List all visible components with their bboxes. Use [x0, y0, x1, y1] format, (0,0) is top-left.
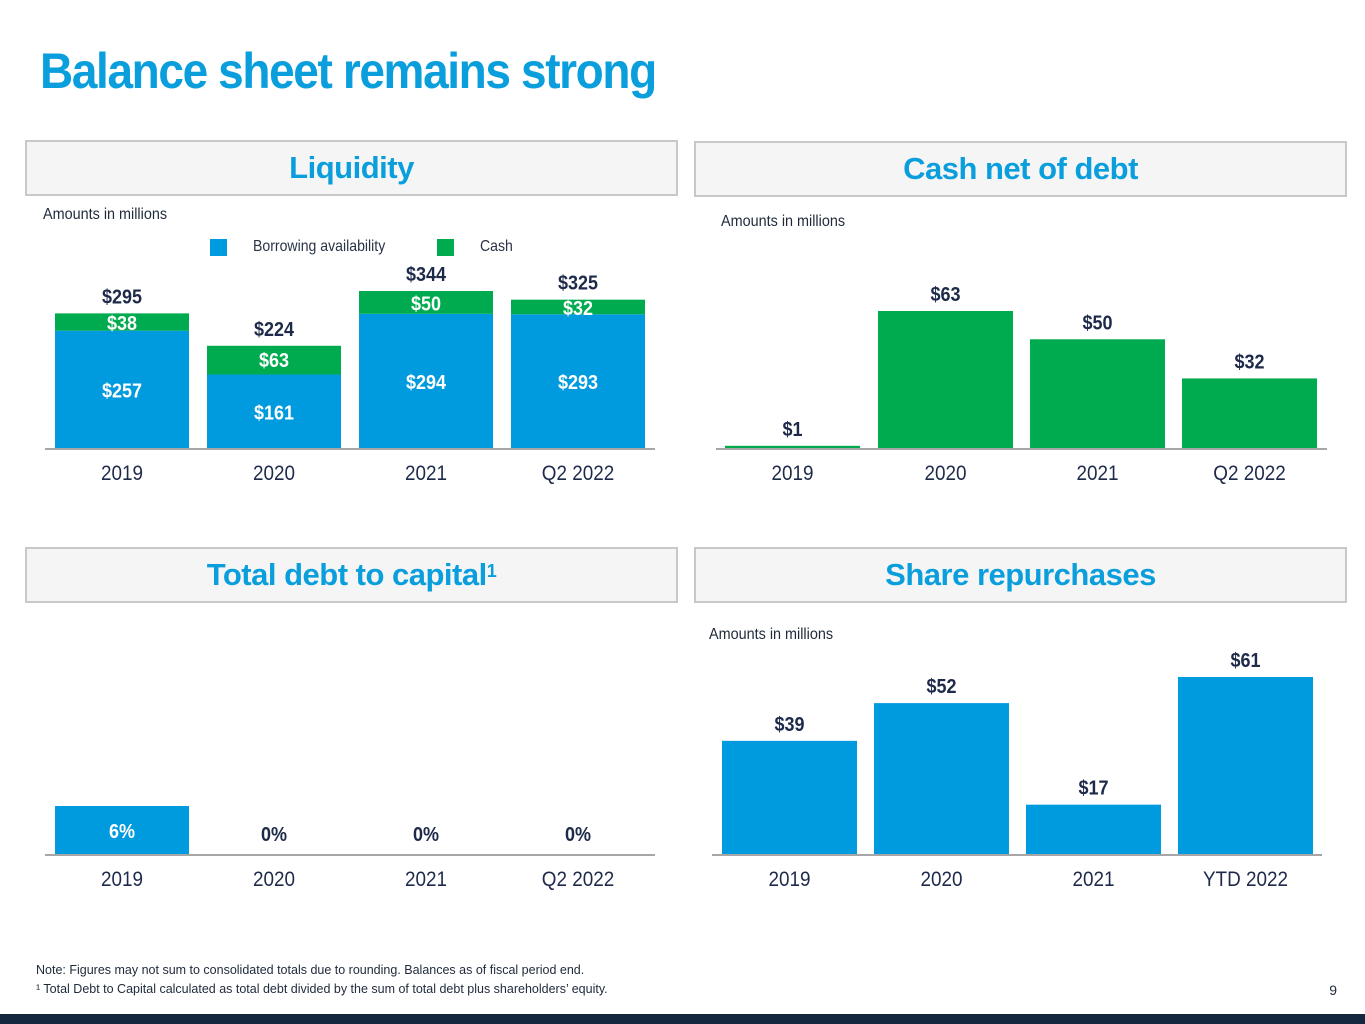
cash-net-of-debt-title: Cash net of debt — [903, 151, 1138, 186]
share-repurchases-units-note: Amounts in millions — [709, 626, 834, 643]
share-repurchases-title: Share repurchases — [885, 557, 1156, 592]
liquidity-legend: Borrowing availability Cash — [210, 238, 517, 256]
liquidity-segment-label-cash-1: $63 — [259, 350, 289, 372]
footnote-rounding: Note: Figures may not sum to consolidate… — [36, 963, 585, 977]
liquidity-bar-borrowing-2 — [359, 313, 493, 448]
liquidity-bar-cash-2 — [359, 291, 493, 314]
share_repurchases-category-label-0: 2019 — [768, 868, 810, 891]
cash-net-of-debt-units-note: Amounts in millions — [721, 213, 846, 230]
footnote-marker: 1 — [486, 560, 497, 581]
share_repurchases-category-label-3: YTD 2022 — [1203, 868, 1288, 891]
cash_net_of_debt-category-label-2: 2021 — [1076, 462, 1118, 485]
legend-label-borrowing: Borrowing availability — [253, 238, 386, 255]
liquidity-segment-label-borrowing-2: $294 — [406, 372, 446, 394]
liquidity-segment-label-borrowing-0: $257 — [102, 381, 142, 403]
cash_net_of_debt-category-label-0: 2019 — [771, 462, 813, 485]
debt-to-capital-title: Total debt to capital — [206, 557, 488, 592]
liquidity-category-label-2: 2021 — [405, 462, 447, 485]
liquidity-bar-cash-1 — [207, 345, 341, 375]
liquidity-category-label-3: Q2 2022 — [542, 462, 614, 485]
share_repurchases-value-label-0: $39 — [774, 714, 804, 736]
liquidity-header: Liquidity — [25, 140, 678, 196]
cash-net-of-debt-header: Cash net of debt — [694, 141, 1347, 197]
liquidity-segment-label-cash-2: $50 — [411, 294, 441, 316]
page-title: Balance sheet remains strong — [40, 43, 657, 99]
cash_net_of_debt-value-label-0: $1 — [782, 419, 802, 441]
share_repurchases-bar-0 — [722, 740, 857, 854]
liquidity-segment-label-borrowing-1: $161 — [254, 402, 294, 424]
legend-label-cash: Cash — [480, 238, 513, 255]
cash_net_of_debt-value-label-3: $32 — [1234, 352, 1264, 374]
footer-bar — [0, 1014, 1365, 1024]
debt_to_capital-value-label-0: 6% — [109, 821, 135, 843]
share_repurchases-bar-1 — [874, 703, 1009, 854]
debt_to_capital-category-label-1: 2020 — [253, 868, 295, 891]
liquidity-segment-label-cash-0: $38 — [107, 313, 137, 335]
share_repurchases-category-label-1: 2020 — [920, 868, 962, 891]
share_repurchases-bar-2 — [1026, 804, 1161, 854]
share_repurchases-bar-3 — [1178, 677, 1313, 854]
liquidity-total-label-2: $344 — [406, 264, 446, 286]
cash_net_of_debt-category-label-1: 2020 — [924, 462, 966, 485]
cash_net_of_debt-category-label-3: Q2 2022 — [1213, 462, 1285, 485]
liquidity-total-label-3: $325 — [558, 273, 598, 295]
legend-swatch-cash — [437, 238, 454, 256]
liquidity-title: Liquidity — [289, 150, 414, 185]
footnote-debt-to-capital: ¹ Total Debt to Capital calculated as to… — [36, 982, 608, 996]
debt_to_capital-category-label-0: 2019 — [101, 868, 143, 891]
liquidity-units-note: Amounts in millions — [43, 206, 168, 223]
share_repurchases-value-label-2: $17 — [1078, 778, 1108, 800]
liquidity-bar-borrowing-3 — [511, 314, 645, 448]
liquidity-category-label-0: 2019 — [101, 462, 143, 485]
liquidity-total-label-0: $295 — [102, 287, 142, 309]
debt_to_capital-category-label-3: Q2 2022 — [542, 868, 614, 891]
liquidity-segment-label-cash-3: $32 — [563, 298, 593, 320]
cash_net_of_debt-bar-2 — [1030, 339, 1165, 448]
cash_net_of_debt-bar-1 — [878, 311, 1013, 448]
debt_to_capital-category-label-2: 2021 — [405, 868, 447, 891]
cash_net_of_debt-bar-0 — [725, 445, 860, 448]
liquidity-bar-borrowing-0 — [55, 330, 189, 448]
page-number: 9 — [1329, 982, 1337, 998]
cash_net_of_debt-value-label-1: $63 — [930, 284, 960, 306]
debt-to-capital-header: Total debt to capital 1 — [25, 547, 678, 603]
liquidity-bar-borrowing-1 — [207, 374, 341, 448]
liquidity-segment-label-borrowing-3: $293 — [558, 372, 598, 394]
liquidity-bar-cash-0 — [55, 313, 189, 331]
debt_to_capital-value-label-1: 0% — [261, 824, 287, 846]
debt_to_capital-value-label-3: 0% — [565, 824, 591, 846]
share_repurchases-category-label-2: 2021 — [1072, 868, 1114, 891]
share_repurchases-value-label-3: $61 — [1230, 650, 1260, 672]
legend-swatch-borrowing — [210, 238, 227, 256]
share_repurchases-value-label-1: $52 — [926, 676, 956, 698]
share-repurchases-header: Share repurchases — [694, 547, 1347, 603]
cash_net_of_debt-value-label-2: $50 — [1082, 312, 1112, 334]
liquidity-category-label-1: 2020 — [253, 462, 295, 485]
liquidity-bar-cash-3 — [511, 299, 645, 315]
liquidity-total-label-1: $224 — [254, 319, 294, 341]
debt_to_capital-bar-0 — [55, 806, 189, 854]
cash_net_of_debt-bar-3 — [1182, 378, 1317, 448]
debt_to_capital-value-label-2: 0% — [413, 824, 439, 846]
